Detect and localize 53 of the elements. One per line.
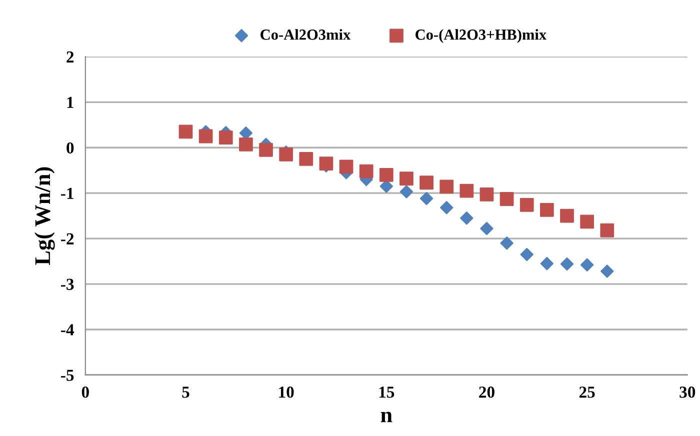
point <box>580 214 594 229</box>
point <box>540 256 554 270</box>
y-tick-label: 0 <box>66 142 74 154</box>
y-tick-label: -4 <box>61 324 74 336</box>
point <box>520 198 534 212</box>
x-tick-label: 30 <box>680 386 696 398</box>
y-tick-label: 2 <box>66 51 74 62</box>
point <box>420 192 434 206</box>
point <box>480 188 494 202</box>
point <box>480 222 494 236</box>
x-tick-label: 5 <box>182 386 190 398</box>
point <box>520 248 534 262</box>
y-tick-label: -2 <box>61 233 74 244</box>
legend-label: Co-(Al2O3+HB)mix <box>416 29 546 43</box>
x-axis-title: n <box>380 412 392 422</box>
point <box>500 192 514 206</box>
point <box>279 147 294 162</box>
x-tick-label: 15 <box>379 386 394 398</box>
point <box>359 164 374 178</box>
point <box>540 202 554 217</box>
point <box>560 257 574 271</box>
point <box>178 124 193 139</box>
point <box>420 176 434 190</box>
point <box>600 223 614 238</box>
x-tick-label: 20 <box>479 386 494 398</box>
point <box>560 208 574 223</box>
point <box>400 172 414 186</box>
point <box>460 184 474 198</box>
y-tick-label: 1 <box>67 96 74 108</box>
point <box>400 185 414 198</box>
legend-label: Co-Al2O3mix <box>260 29 351 40</box>
x-tick-label: 10 <box>279 386 294 398</box>
point <box>319 156 334 170</box>
y-tick-label: -1 <box>61 188 74 199</box>
x-tick-label: 0 <box>82 386 89 398</box>
point <box>339 160 354 174</box>
x-tick-label: 25 <box>579 386 595 398</box>
point <box>238 137 253 152</box>
point <box>259 142 273 157</box>
point <box>500 236 514 250</box>
point <box>299 152 314 166</box>
y-tick-label: -3 <box>61 278 74 290</box>
point <box>600 264 614 278</box>
point <box>440 201 454 214</box>
point <box>379 168 394 182</box>
point <box>380 180 393 193</box>
point <box>198 129 213 144</box>
point <box>440 180 454 194</box>
y-tick-label: -5 <box>61 370 74 381</box>
point <box>460 212 474 225</box>
point <box>580 258 594 272</box>
y-axis-title: Lg( Wn/n) <box>34 167 55 265</box>
point <box>218 130 233 145</box>
